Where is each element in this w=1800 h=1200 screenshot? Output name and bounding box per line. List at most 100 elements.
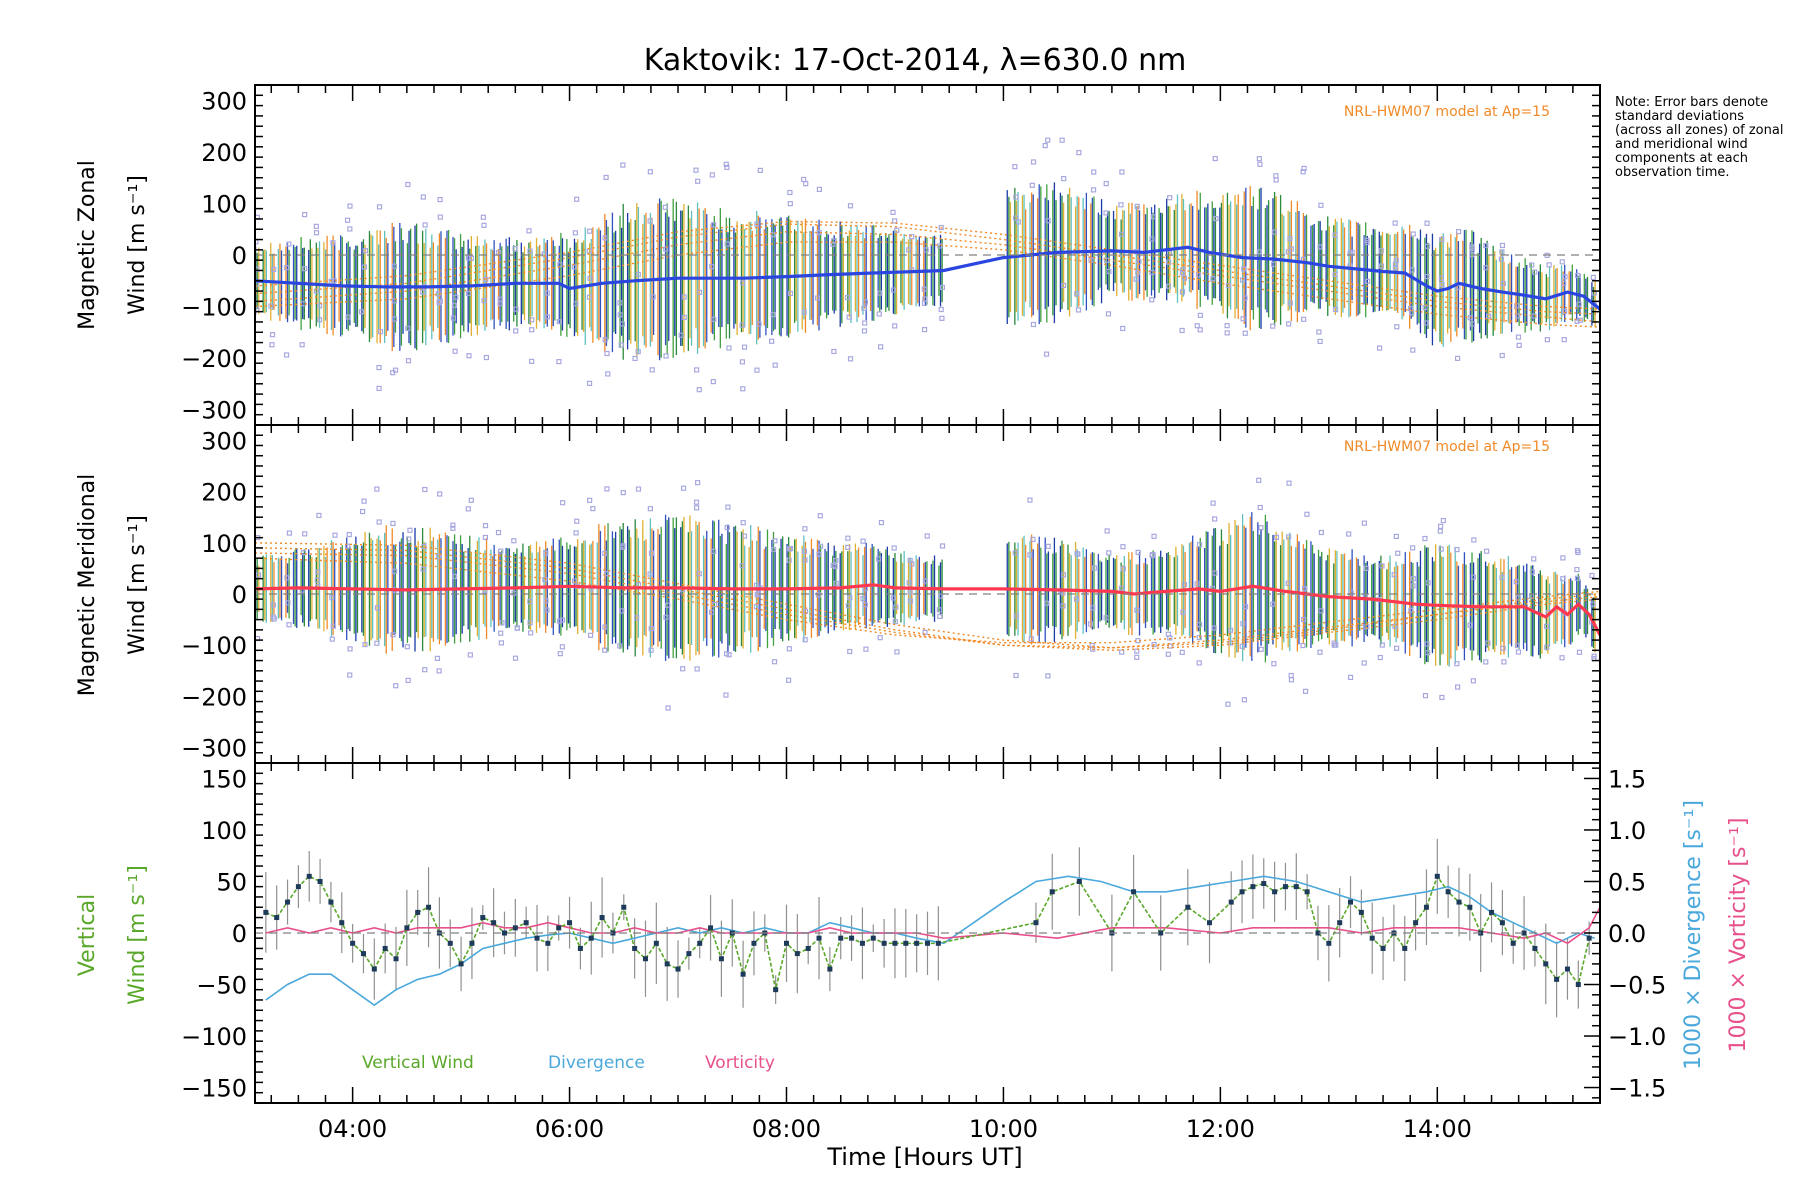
- zone-point: [465, 255, 472, 261]
- zone-point: [390, 520, 396, 527]
- zone-point: [1287, 300, 1293, 306]
- vertical-wind-point: [1076, 878, 1082, 884]
- zone-point: [1118, 202, 1124, 208]
- zone-point: [1015, 219, 1021, 225]
- zone-point: [1194, 323, 1200, 329]
- zone-point: [1410, 576, 1416, 582]
- zone-point: [617, 300, 623, 306]
- zone-point: [269, 342, 275, 348]
- zone-point: [1120, 544, 1126, 550]
- x-tick-label: 12:00: [1186, 1115, 1255, 1143]
- meridional-ylabel: Magnetic Meridional Wind [m s⁻¹]: [75, 474, 150, 696]
- zone-point: [1347, 674, 1354, 680]
- vertical-wind-point: [469, 940, 475, 946]
- zone-point: [1179, 649, 1185, 656]
- zone-point: [635, 271, 641, 278]
- zone-point: [573, 301, 579, 307]
- meridional-ylabel-line2: Wind: [125, 600, 150, 655]
- zone-point: [861, 305, 867, 311]
- zone-point: [422, 222, 428, 228]
- zone-point: [709, 264, 715, 270]
- zone-point: [330, 623, 336, 629]
- zone-point: [648, 550, 655, 556]
- zone-point: [347, 646, 353, 652]
- zone-point: [1135, 269, 1141, 276]
- zone-point: [649, 367, 655, 373]
- zone-point: [513, 306, 519, 312]
- zone-point: [557, 262, 563, 268]
- zone-point: [663, 353, 669, 359]
- zone-point: [1498, 256, 1505, 262]
- svg-text:Wind [m s⁻¹]: Wind [m s⁻¹]: [125, 865, 150, 1005]
- vertical-wind-point: [328, 899, 334, 905]
- zone-point: [1394, 645, 1400, 651]
- zone-point: [803, 181, 809, 187]
- zone-point: [1224, 330, 1230, 336]
- zone-point: [604, 350, 610, 357]
- y-tick-label: −100: [181, 632, 247, 660]
- zone-point: [894, 649, 900, 655]
- zone-point: [543, 598, 549, 604]
- model-curve: [255, 223, 1600, 315]
- zone-point: [572, 230, 578, 236]
- zone-point: [1318, 529, 1325, 536]
- zone-point: [831, 348, 837, 355]
- zone-point: [787, 545, 794, 552]
- zone-point: [300, 550, 307, 556]
- model-curve: [255, 241, 1600, 328]
- zone-point: [255, 266, 260, 272]
- vertical-wind-point: [849, 935, 855, 941]
- zone-point: [529, 317, 535, 323]
- zone-point: [906, 580, 912, 586]
- zone-point: [481, 298, 487, 304]
- y-tick-label: −100: [181, 1023, 247, 1051]
- zone-point: [377, 329, 384, 335]
- vertical-wind-point: [556, 925, 562, 931]
- zone-point: [483, 354, 490, 361]
- vertical-wind-point: [1185, 904, 1191, 910]
- zone-point: [1376, 345, 1383, 351]
- y2-tick-label: −0.5: [1608, 972, 1666, 1000]
- zone-point: [1574, 566, 1580, 573]
- zone-point: [434, 655, 441, 661]
- zone-point: [390, 632, 396, 638]
- vertical-wind-point: [1456, 899, 1462, 905]
- zone-point: [1590, 601, 1596, 607]
- vertical-wind-point: [914, 940, 920, 946]
- zone-point: [725, 504, 731, 510]
- zone-point: [560, 500, 566, 506]
- vertical-wind-point: [816, 935, 822, 941]
- vertical-wind-point: [599, 915, 605, 921]
- zone-point: [602, 550, 608, 557]
- zone-point: [620, 162, 626, 168]
- zone-point: [1091, 169, 1097, 175]
- zone-point: [405, 181, 411, 188]
- zone-point: [1030, 159, 1037, 165]
- vertical-wind-point: [621, 904, 627, 910]
- zone-point: [1470, 574, 1477, 580]
- y-tick-label: 100: [201, 530, 247, 558]
- zone-point: [587, 228, 593, 234]
- zone-point: [1120, 566, 1126, 572]
- zone-point: [512, 246, 518, 252]
- zone-point: [1030, 536, 1036, 543]
- zone-point: [862, 320, 868, 326]
- zone-point: [892, 619, 898, 625]
- vertical-wind-point: [393, 956, 399, 962]
- vertical-wind-point: [1575, 982, 1581, 988]
- zone-point: [1271, 661, 1277, 667]
- zone-point: [787, 189, 793, 196]
- zone-point: [1471, 537, 1477, 543]
- zone-point: [618, 342, 624, 348]
- vertical-wind-point: [1521, 930, 1527, 936]
- panel-marks: [255, 137, 1600, 393]
- zone-point: [544, 607, 550, 613]
- y-tick-label: 200: [201, 479, 247, 507]
- zone-point: [1422, 693, 1429, 699]
- zone-point: [1409, 267, 1415, 273]
- zone-point: [495, 529, 502, 536]
- vertical-wind-point: [675, 966, 681, 972]
- zone-point: [937, 613, 943, 619]
- y2-tick-label: 1.5: [1608, 765, 1646, 793]
